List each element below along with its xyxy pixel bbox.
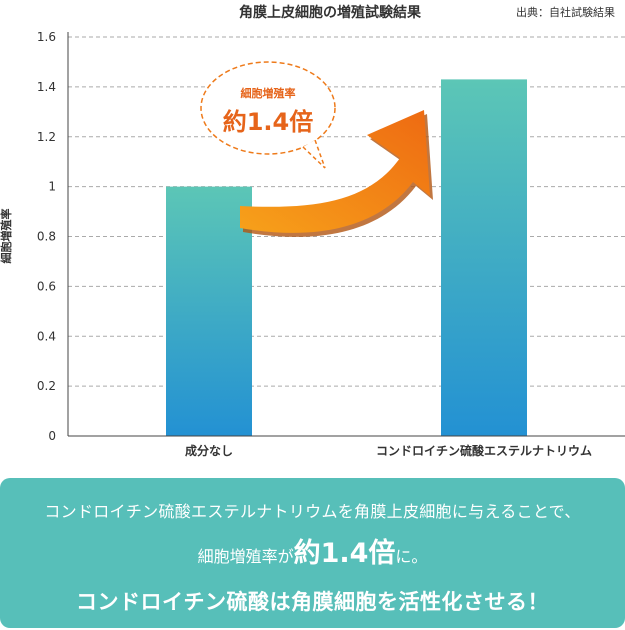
y-tick-label: 1.2 [37, 130, 56, 144]
y-tick-label: 1.6 [37, 30, 56, 44]
y-tick-label: 0.8 [37, 230, 56, 244]
y-tick-label: 1.4 [37, 80, 56, 94]
banner-line-2: 細胞増殖率が約1.4倍に。 [0, 531, 625, 570]
y-tick-label: 1 [48, 180, 56, 194]
x-tick-labels: 成分なし コンドロイチン硫酸エステルナトリウム [185, 443, 592, 458]
banner-line-2-suffix: に。 [395, 547, 428, 566]
x-tick-label: 成分なし [185, 443, 233, 458]
bubble-label: 細胞増殖率 [241, 86, 296, 100]
y-tick-label: 0.6 [37, 279, 56, 293]
y-tick-labels: 0 0.2 0.4 0.6 0.8 1 1.2 1.4 1.6 [37, 30, 56, 443]
chart-source: 出典：自社試験結果 [516, 5, 615, 19]
bars [166, 79, 527, 437]
banner-highlight: 約1.4倍 [293, 538, 396, 569]
bubble-value: 約1.4倍 [223, 108, 314, 136]
y-tick-label: 0 [48, 429, 56, 443]
growth-arrow-body [240, 110, 430, 233]
annotation-bubble: 細胞増殖率 約1.4倍 [200, 61, 336, 169]
x-tick-label: コンドロイチン硫酸エステルナトリウム [376, 443, 592, 458]
bar-chart: 角膜上皮細胞の増殖試験結果 出典：自社試験結果 細胞増殖率 0 0.2 0.4 0.6… [0, 4, 625, 458]
bubble-ellipse [200, 61, 336, 155]
gridlines [68, 36, 625, 387]
chart-title: 角膜上皮細胞の増殖試験結果 [239, 4, 422, 21]
bar-2 [441, 79, 527, 437]
growth-arrow [240, 110, 433, 237]
bubble-tail [302, 139, 326, 169]
banner-line-2-prefix: 細胞増殖率が [197, 547, 294, 566]
banner-line-3: コンドロイチン硫酸は角膜細胞を活性化させる！ [76, 590, 549, 614]
bar-1 [166, 186, 252, 436]
y-axis-label: 細胞増殖率 [0, 209, 13, 264]
summary-banner: コンドロイチン硫酸エステルナトリウムを角膜上皮細胞に与えることで、 細胞増殖率が… [0, 478, 625, 628]
y-tick-label: 0.4 [37, 329, 56, 343]
y-tick-label: 0.2 [37, 379, 56, 393]
banner-line-1: コンドロイチン硫酸エステルナトリウムを角膜上皮細胞に与えることで、 [44, 502, 581, 521]
